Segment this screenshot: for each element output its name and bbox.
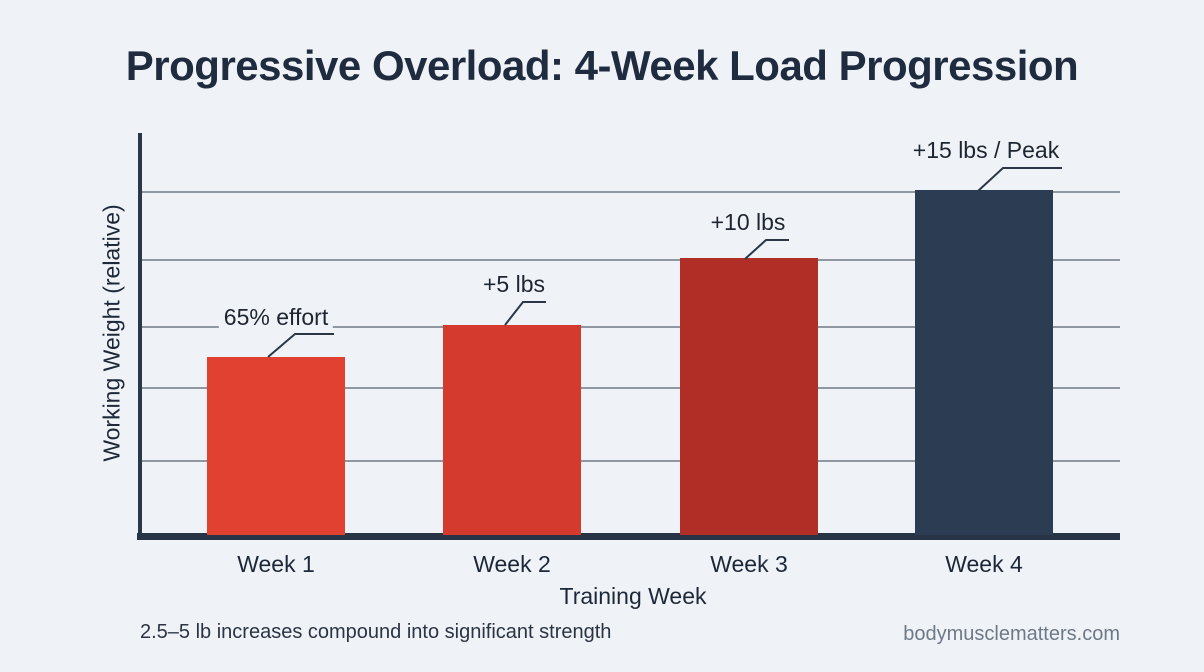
bar-week-1 [207,357,345,535]
gridline-4 [140,387,1120,389]
bar-week-4 [915,190,1053,535]
bar-annotation-1: 65% effort [218,304,334,331]
bar-week-2 [443,325,581,535]
annotation-leader-line-2 [504,301,546,326]
x-tick-label-week-2: Week 2 [473,551,551,577]
x-axis-label: Training Week [559,583,707,609]
bar-week-3 [680,258,818,535]
gridline-1 [140,191,1120,193]
bar-annotation-2: +5 lbs [477,271,551,298]
y-axis-label: Working Weight (relative) [98,204,125,462]
annotation-leader-line-3 [744,239,789,260]
chart-title: Progressive Overload: 4-Week Load Progre… [125,42,1079,89]
y-axis-line [138,133,142,537]
bar-annotation-4: +15 lbs / Peak [907,137,1065,164]
x-axis-line [137,533,1120,540]
gridline-2 [140,259,1120,261]
footer-site-url: bodymusclematters.com [903,623,1120,645]
annotation-leader-line-4 [977,167,1062,192]
bar-annotation-3: +10 lbs [705,209,791,236]
x-tick-label-week-1: Week 1 [237,551,315,577]
footer-note: 2.5–5 lb increases compound into signifi… [140,621,612,643]
annotation-leader-line-1 [267,333,334,358]
x-tick-label-week-4: Week 4 [945,551,1023,577]
gridline-5 [140,460,1120,462]
gridline-3 [140,326,1120,328]
x-tick-label-week-3: Week 3 [710,551,788,577]
